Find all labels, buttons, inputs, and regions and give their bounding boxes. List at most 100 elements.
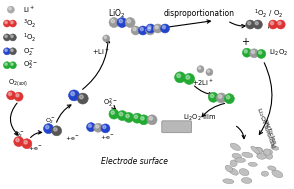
Circle shape [111, 19, 115, 23]
Text: /: / [268, 20, 270, 29]
Text: Li$^+$: Li$^+$ [23, 5, 35, 15]
Text: O$_{2(sol)}$: O$_{2(sol)}$ [8, 78, 28, 88]
Text: O$_2^{2-}$: O$_2^{2-}$ [23, 59, 38, 72]
Circle shape [148, 28, 151, 31]
Circle shape [243, 48, 251, 57]
Circle shape [148, 26, 151, 29]
Ellipse shape [255, 148, 262, 155]
Circle shape [244, 50, 247, 53]
Circle shape [162, 26, 166, 29]
Circle shape [210, 94, 214, 98]
Circle shape [269, 20, 278, 29]
Circle shape [126, 114, 129, 118]
Circle shape [132, 113, 142, 123]
Ellipse shape [229, 168, 238, 175]
Circle shape [119, 19, 123, 23]
Circle shape [4, 62, 10, 69]
Circle shape [24, 140, 27, 144]
Circle shape [153, 24, 162, 33]
Text: $^3$O$_2$: $^3$O$_2$ [23, 17, 36, 30]
Circle shape [11, 21, 13, 24]
Circle shape [104, 36, 106, 39]
Circle shape [257, 50, 266, 58]
Ellipse shape [242, 152, 253, 158]
Circle shape [140, 28, 143, 31]
Circle shape [96, 125, 99, 128]
Text: Electrode surface: Electrode surface [101, 157, 168, 166]
Circle shape [5, 35, 7, 38]
Circle shape [54, 128, 57, 131]
Circle shape [177, 74, 181, 78]
Circle shape [14, 92, 23, 101]
Circle shape [9, 34, 16, 41]
Circle shape [246, 20, 255, 29]
Text: Li$_2$O$_2$ toroidal: Li$_2$O$_2$ toroidal [254, 106, 277, 150]
Circle shape [46, 125, 49, 129]
Circle shape [5, 21, 7, 24]
Ellipse shape [223, 179, 234, 184]
Circle shape [250, 49, 258, 58]
Ellipse shape [230, 143, 240, 150]
Circle shape [138, 26, 147, 35]
Ellipse shape [257, 153, 266, 159]
Circle shape [218, 95, 222, 98]
Circle shape [14, 137, 24, 146]
Text: +2Li$^+$: +2Li$^+$ [192, 78, 213, 88]
Circle shape [127, 19, 131, 23]
Circle shape [16, 138, 19, 142]
Ellipse shape [0, 107, 294, 189]
Text: O$_2^{2-}$: O$_2^{2-}$ [103, 96, 117, 110]
Circle shape [278, 22, 281, 25]
Circle shape [71, 92, 75, 96]
Ellipse shape [263, 149, 273, 155]
Ellipse shape [248, 162, 257, 166]
Circle shape [11, 63, 13, 65]
Circle shape [9, 48, 16, 55]
Circle shape [133, 28, 136, 31]
Circle shape [9, 92, 11, 96]
Circle shape [198, 67, 201, 69]
Circle shape [69, 90, 79, 101]
Circle shape [22, 139, 32, 149]
Circle shape [86, 123, 96, 132]
Circle shape [224, 94, 234, 104]
Ellipse shape [264, 149, 270, 155]
Circle shape [147, 115, 157, 125]
Circle shape [44, 124, 54, 134]
Text: +e$^-$: +e$^-$ [65, 134, 80, 142]
Circle shape [77, 93, 88, 104]
Circle shape [197, 66, 204, 73]
Circle shape [141, 117, 144, 120]
Circle shape [109, 109, 119, 119]
Ellipse shape [239, 169, 249, 176]
Circle shape [94, 123, 103, 132]
Text: Li$_2$O$_2$ film: Li$_2$O$_2$ film [183, 113, 216, 123]
Ellipse shape [271, 146, 279, 150]
Ellipse shape [261, 171, 268, 176]
Circle shape [9, 7, 11, 10]
Ellipse shape [235, 158, 245, 163]
Circle shape [16, 94, 19, 97]
Circle shape [4, 20, 10, 27]
Circle shape [208, 92, 218, 102]
Ellipse shape [251, 146, 260, 154]
Ellipse shape [265, 153, 273, 159]
Circle shape [103, 125, 106, 129]
Circle shape [131, 26, 140, 35]
Circle shape [117, 18, 127, 27]
Circle shape [125, 18, 135, 27]
Circle shape [4, 34, 10, 41]
Circle shape [226, 95, 230, 99]
Ellipse shape [255, 147, 263, 153]
Text: +e$^-$: +e$^-$ [100, 133, 115, 141]
Ellipse shape [225, 165, 233, 172]
Text: O$_2^-$: O$_2^-$ [23, 46, 35, 57]
Circle shape [7, 6, 14, 13]
Text: O$_2^-$: O$_2^-$ [14, 131, 25, 140]
Circle shape [117, 111, 127, 121]
Circle shape [11, 35, 13, 38]
Circle shape [146, 24, 155, 33]
Circle shape [276, 20, 285, 29]
Circle shape [5, 49, 7, 51]
Circle shape [111, 111, 114, 114]
